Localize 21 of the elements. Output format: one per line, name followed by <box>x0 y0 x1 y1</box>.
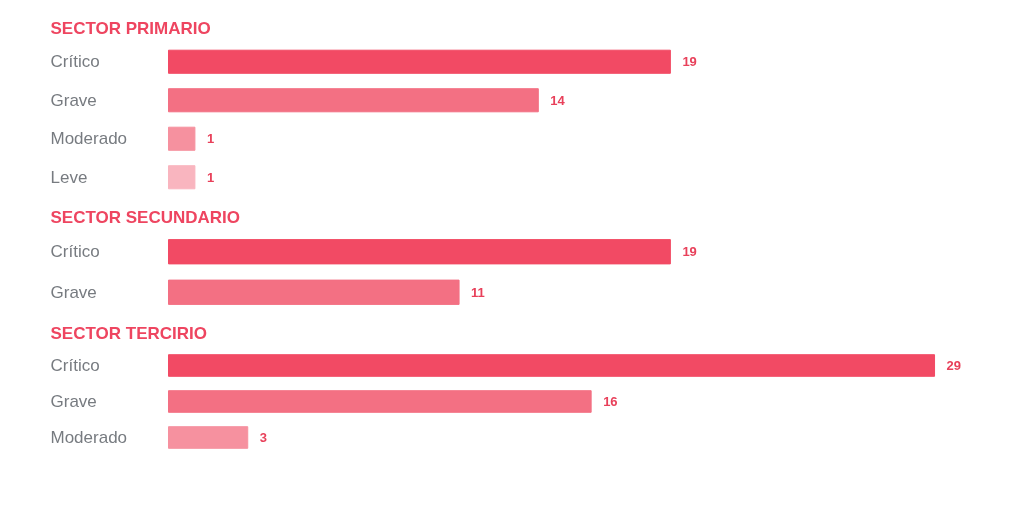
data-label: 3 <box>259 430 267 445</box>
category-label: Moderado <box>50 129 128 149</box>
category-label: Crítico <box>50 52 100 72</box>
data-label: 14 <box>550 92 566 108</box>
data-label: 19 <box>682 244 697 260</box>
data-label: 19 <box>682 54 697 70</box>
category-label: Crítico <box>50 356 100 375</box>
chart-title: SECTOR PRIMARIO <box>50 18 211 38</box>
data-label: 16 <box>603 394 618 409</box>
category-label: Crítico <box>50 242 100 262</box>
category-label: Grave <box>50 282 97 302</box>
data-label: 11 <box>471 284 485 300</box>
data-label: 29 <box>946 358 962 373</box>
category-label: Leve <box>50 167 88 187</box>
data-label: 1 <box>206 169 215 185</box>
category-label: Grave <box>50 90 97 110</box>
data-label: 1 <box>206 131 215 147</box>
chart-title: SECTOR TERCIRIO <box>50 323 207 343</box>
chart-title: SECTOR SECUNDARIO <box>50 207 241 227</box>
category-label: Moderado <box>50 428 128 447</box>
category-label: Grave <box>50 392 97 411</box>
